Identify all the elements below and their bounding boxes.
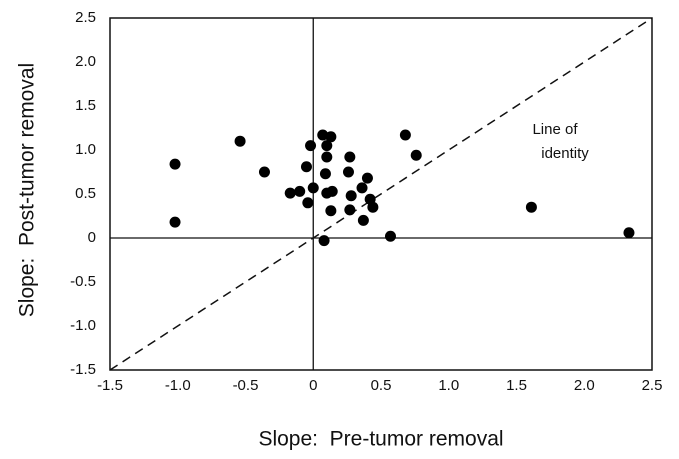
point [367, 201, 379, 213]
y-tick-label: 0.5 [75, 185, 96, 202]
x-tick-label: 2.0 [574, 377, 595, 394]
y-tick-label: 2.0 [75, 53, 96, 70]
y-tick-label: 0 [88, 229, 96, 246]
x-tick-label: 1.0 [438, 377, 459, 394]
y-tick-label: -1.0 [70, 317, 96, 334]
point [342, 166, 354, 178]
point [321, 151, 333, 163]
point [525, 201, 537, 213]
point [169, 158, 181, 170]
point [294, 185, 306, 197]
x-tick-label: 1.5 [506, 377, 527, 394]
x-tick-label: 0.5 [371, 377, 392, 394]
point [325, 131, 337, 143]
x-tick-label: 2.5 [642, 377, 663, 394]
point [410, 149, 422, 161]
point [623, 227, 635, 239]
y-tick-label: -0.5 [70, 273, 96, 290]
point [384, 230, 396, 242]
point [356, 182, 368, 194]
annotation: Line of [532, 121, 578, 138]
y-tick-label: 1.0 [75, 141, 96, 158]
point [302, 197, 314, 209]
x-tick-label: 0 [309, 377, 317, 394]
point [344, 151, 356, 163]
point [258, 166, 270, 178]
point [321, 140, 333, 152]
x-tick-label: -1.0 [165, 377, 191, 394]
plot-frame [109, 17, 653, 371]
x-tick-label: -1.5 [97, 377, 123, 394]
point [357, 214, 369, 226]
point [326, 185, 338, 197]
annotation: identity [541, 145, 589, 162]
point [234, 135, 246, 147]
point [361, 172, 373, 184]
point [300, 161, 312, 173]
x-axis-label: Slope: Pre-tumor removal [258, 428, 503, 451]
point [318, 235, 330, 247]
y-tick-label: 1.5 [75, 97, 96, 114]
point [345, 190, 357, 202]
x-tick-label: -0.5 [233, 377, 259, 394]
point [169, 216, 181, 228]
y-axis-label: Slope: Post-tumor removal [16, 63, 39, 317]
y-tick-label: -1.5 [70, 361, 96, 378]
point [284, 187, 296, 199]
point [305, 140, 317, 152]
point [399, 129, 411, 141]
point [307, 182, 319, 194]
point [344, 204, 356, 216]
y-tick-label: 2.5 [75, 9, 96, 26]
identity-line [109, 17, 653, 371]
point [325, 205, 337, 217]
point [319, 168, 331, 180]
